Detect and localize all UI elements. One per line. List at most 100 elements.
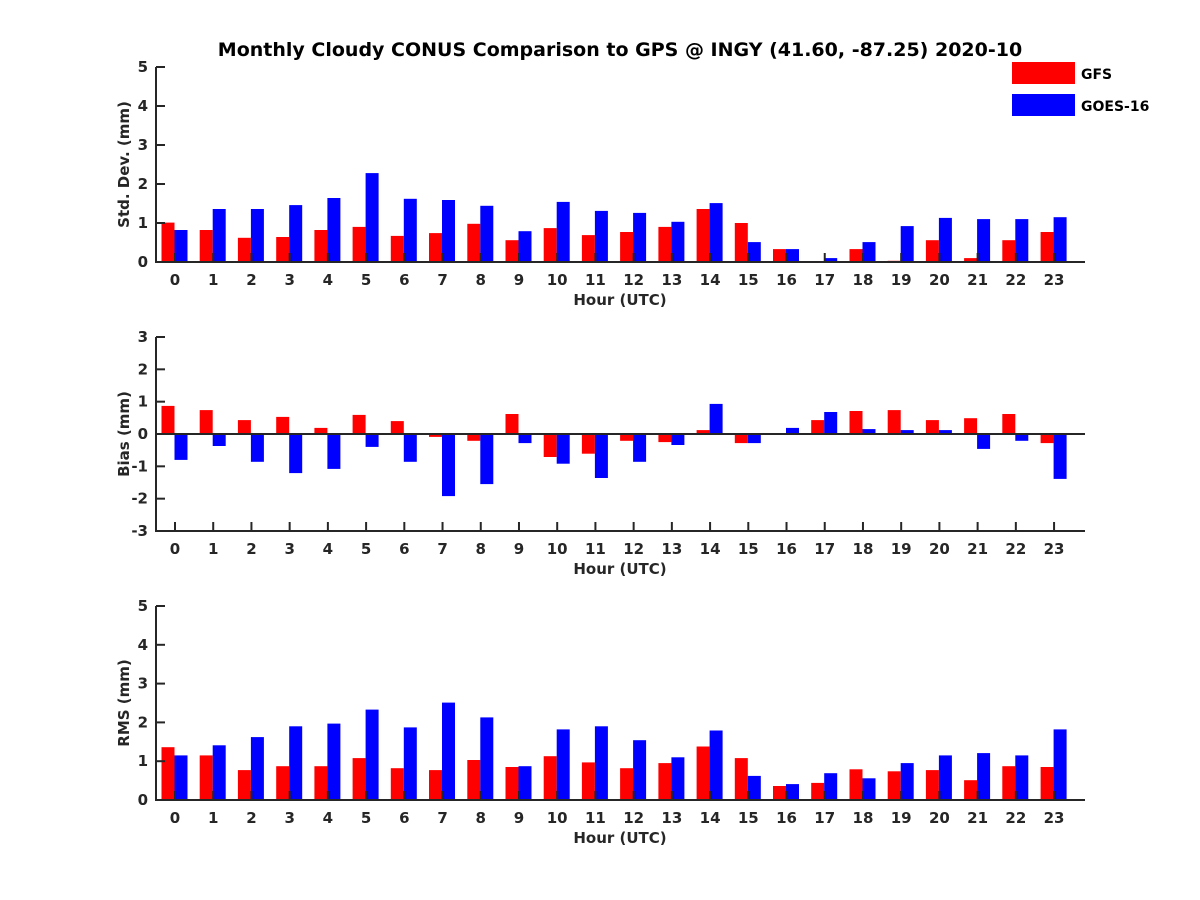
- bar-gfs-hour-18: [849, 249, 863, 262]
- bar-goes16-hour-10: [556, 729, 570, 800]
- bar-gfs-hour-13: [658, 763, 672, 800]
- y-tick-label: 2: [138, 713, 148, 731]
- bar-gfs-hour-6: [390, 421, 404, 434]
- bar-goes16-hour-11: [594, 726, 608, 800]
- x-tick-label: 5: [361, 540, 371, 558]
- bar-goes16-hour-3: [289, 205, 303, 262]
- x-tick-label: 22: [1005, 271, 1026, 289]
- y-tick-label: 3: [138, 136, 148, 154]
- bar-goes16-hour-8: [480, 434, 494, 485]
- bar-gfs-hour-1: [199, 410, 213, 434]
- bar-gfs-hour-10: [543, 434, 557, 457]
- x-tick-label: 18: [853, 809, 874, 827]
- x-tick-label: 17: [814, 540, 835, 558]
- bar-goes16-hour-6: [403, 727, 417, 800]
- x-tick-label: 16: [776, 540, 797, 558]
- bar-gfs-hour-9: [505, 414, 519, 434]
- bar-goes16-hour-4: [327, 198, 341, 262]
- bar-goes16-hour-9: [518, 766, 532, 800]
- x-tick-label: 21: [967, 809, 988, 827]
- x-tick-label: 14: [700, 540, 721, 558]
- y-tick-label: 4: [138, 97, 148, 115]
- x-tick-label: 20: [929, 540, 950, 558]
- bar-gfs-hour-8: [467, 223, 481, 262]
- x-axis-label: Hour (UTC): [573, 829, 666, 847]
- bar-goes16-hour-7: [442, 434, 455, 497]
- bar-goes16-hour-19: [900, 430, 914, 434]
- bar-goes16-hour-2: [250, 209, 264, 262]
- x-tick-label: 12: [623, 271, 644, 289]
- x-tick-label: 9: [514, 809, 524, 827]
- bar-gfs-hour-15: [734, 223, 748, 262]
- x-tick-label: 8: [476, 540, 486, 558]
- chart-title: Monthly Cloudy CONUS Comparison to GPS @…: [218, 39, 1022, 61]
- bar-gfs-hour-15: [734, 758, 748, 800]
- bar-goes16-hour-0: [174, 230, 188, 262]
- bar-goes16-hour-9: [518, 231, 532, 262]
- bar-gfs-hour-19: [887, 771, 901, 800]
- bar-goes16-hour-19: [900, 763, 914, 800]
- legend-label-gfs: GFS: [1081, 67, 1112, 83]
- bar-gfs-hour-8: [467, 760, 481, 800]
- bar-goes16-hour-15: [747, 434, 761, 444]
- legend: GFS GOES-16: [1012, 62, 1149, 116]
- bar-gfs-hour-20: [925, 770, 939, 800]
- bar-gfs-hour-12: [620, 768, 634, 800]
- bar-goes16-hour-2: [250, 434, 264, 462]
- bar-goes16-hour-1: [212, 745, 226, 800]
- x-tick-label: 17: [814, 271, 835, 289]
- bar-goes16-hour-11: [594, 434, 608, 478]
- x-tick-label: 22: [1005, 540, 1026, 558]
- bar-gfs-hour-3: [276, 766, 290, 800]
- bar-gfs-hour-23: [1040, 232, 1054, 262]
- bar-gfs-hour-8: [467, 434, 481, 441]
- x-tick-label: 19: [891, 540, 912, 558]
- bar-goes16-hour-23: [1053, 434, 1067, 479]
- x-tick-label: 0: [170, 271, 180, 289]
- bar-gfs-hour-21: [964, 258, 978, 262]
- y-tick-label: -3: [131, 522, 148, 540]
- bar-goes16-hour-14: [709, 403, 723, 434]
- y-tick-label: 4: [138, 636, 148, 654]
- x-tick-label: 7: [437, 540, 447, 558]
- bar-gfs-hour-9: [505, 240, 519, 262]
- x-tick-label: 4: [323, 271, 333, 289]
- x-tick-label: 11: [585, 809, 606, 827]
- x-tick-label: 11: [585, 271, 606, 289]
- bar-gfs-hour-6: [390, 768, 404, 800]
- x-tick-label: 21: [967, 271, 988, 289]
- x-tick-label: 7: [437, 271, 447, 289]
- x-tick-label: 5: [361, 809, 371, 827]
- bar-goes16-hour-6: [403, 198, 417, 262]
- x-tick-label: 20: [929, 809, 950, 827]
- bar-gfs-hour-15: [734, 434, 748, 444]
- x-tick-label: 11: [585, 540, 606, 558]
- x-tick-label: 22: [1005, 809, 1026, 827]
- bar-goes16-hour-15: [747, 775, 761, 800]
- x-tick-label: 4: [323, 540, 333, 558]
- x-tick-label: 2: [246, 809, 256, 827]
- bar-goes16-hour-4: [327, 434, 341, 469]
- x-tick-label: 23: [1044, 271, 1065, 289]
- bar-goes16-hour-18: [862, 242, 876, 262]
- bar-goes16-hour-8: [480, 205, 494, 262]
- y-tick-label: 1: [138, 752, 148, 770]
- bar-gfs-hour-20: [925, 240, 939, 262]
- bar-goes16-hour-5: [365, 709, 379, 800]
- x-axis-label: Hour (UTC): [573, 560, 666, 578]
- bar-gfs-hour-3: [276, 237, 290, 262]
- bar-goes16-hour-23: [1053, 217, 1067, 262]
- bar-goes16-hour-18: [862, 778, 876, 800]
- x-tick-label: 1: [208, 271, 218, 289]
- bar-gfs-hour-18: [849, 411, 863, 434]
- bar-gfs-hour-21: [964, 418, 978, 434]
- legend-label-goes16: GOES-16: [1081, 99, 1149, 115]
- bar-gfs-hour-22: [1002, 414, 1016, 434]
- x-tick-label: 1: [208, 540, 218, 558]
- bar-gfs-hour-2: [237, 770, 251, 800]
- bar-goes16-hour-16: [786, 249, 799, 262]
- y-tick-label: 3: [138, 328, 148, 346]
- x-tick-label: 17: [814, 809, 835, 827]
- bar-goes16-hour-1: [212, 209, 226, 262]
